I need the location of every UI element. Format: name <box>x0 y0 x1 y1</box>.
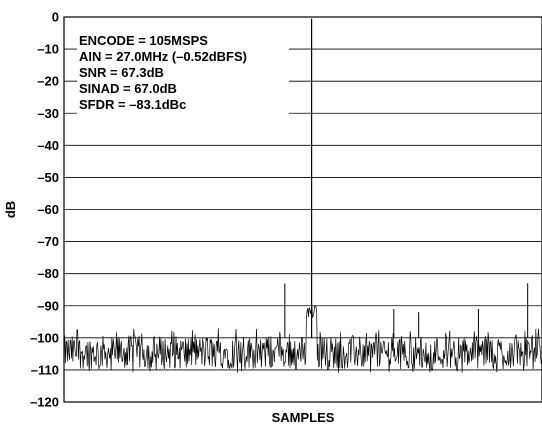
y-tick-label: –40 <box>37 138 59 153</box>
y-tick-label: –30 <box>37 106 59 121</box>
y-tick-label: –70 <box>37 234 59 249</box>
annotation-line: SINAD = 67.0dB <box>79 81 177 96</box>
y-axis-title: dB <box>3 201 18 218</box>
y-tick-label: –20 <box>37 74 59 89</box>
x-axis-title: SAMPLES <box>272 410 335 425</box>
y-tick-label: 0 <box>52 10 59 25</box>
y-tick-label: –10 <box>37 42 59 57</box>
y-tick-labels: 0 –10 –20 –30 –40 –50 –60 –70 –80 –90 –100 –110 –120 <box>30 10 59 410</box>
annotation-line: SNR = 67.3dB <box>79 65 164 80</box>
annotation-background <box>77 33 289 115</box>
annotation-line: ENCODE = 105MSPS <box>79 33 208 48</box>
annotation-line: AIN = 27.0MHz (–0.52dBFS) <box>79 49 247 64</box>
noise-floor-trace <box>63 305 542 373</box>
y-tick-label: –50 <box>37 170 59 185</box>
y-tick-label: –100 <box>30 330 59 345</box>
y-tick-label: –110 <box>31 362 59 377</box>
y-tick-label: –60 <box>37 202 59 217</box>
y-tick-label: –90 <box>37 298 59 313</box>
annotation-line: SFDR = –83.1dBc <box>79 97 186 112</box>
y-tick-label: –120 <box>30 395 59 410</box>
trace-group <box>63 18 542 373</box>
y-tick-label: –80 <box>37 266 59 281</box>
